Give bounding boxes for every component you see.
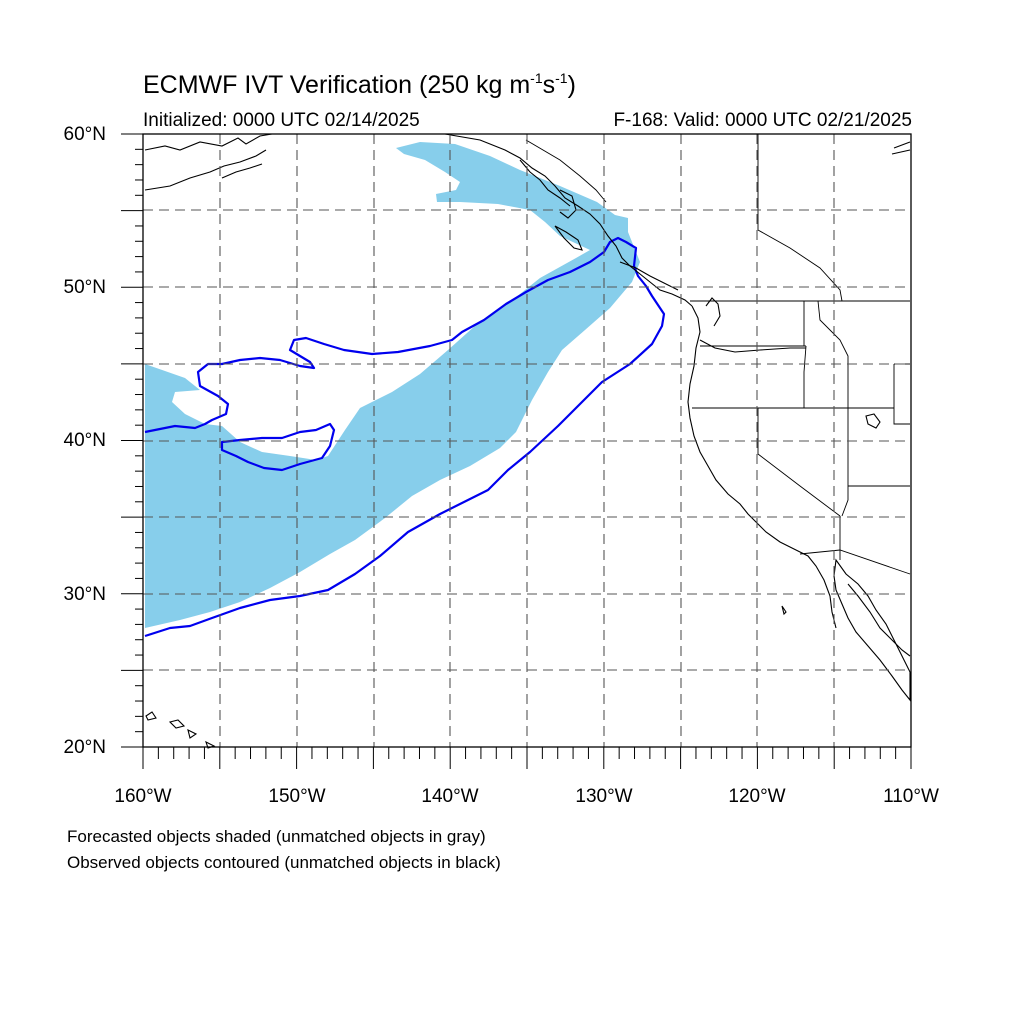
lat-label-60n: 60°N [63,124,106,145]
lon-label-120w: 120°W [728,786,786,807]
lon-label-130w: 130°W [575,786,633,807]
lon-label-150w: 150°W [268,786,326,807]
footnote-forecast: Forecasted objects shaded (unmatched obj… [67,827,486,846]
lat-lon-gridlines [143,134,911,747]
lon-label-140w: 140°W [421,786,479,807]
chart-title: ECMWF IVT Verification (250 kg m-1s-1) [143,70,576,99]
lat-label-30n: 30°N [63,584,106,605]
axis-ticks [121,133,912,769]
footnote-observed: Observed objects contoured (unmatched ob… [67,853,501,872]
initialized-time: Initialized: 0000 UTC 02/14/2025 [143,110,420,131]
lon-label-110w: 110°W [883,786,939,807]
lon-label-160w: 160°W [114,786,172,807]
lat-label-20n: 20°N [63,737,106,758]
political-borders [525,134,911,575]
valid-time: F-168: Valid: 0000 UTC 02/21/2025 [613,110,912,131]
observed-ivt-contour-inner [220,422,336,472]
forecast-ivt-object [145,142,640,628]
lat-label-40n: 40°N [63,430,106,451]
lat-label-50n: 50°N [63,277,106,298]
